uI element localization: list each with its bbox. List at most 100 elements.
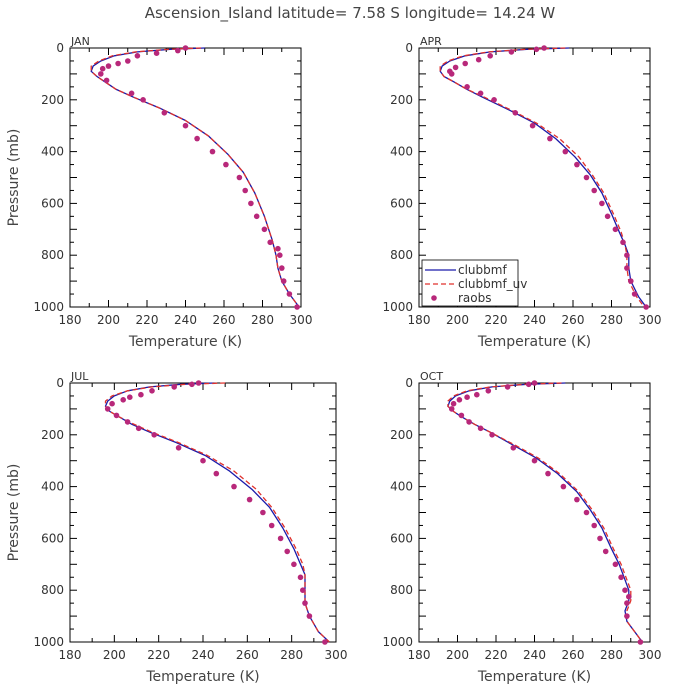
raobs-point xyxy=(127,394,133,401)
x-tick-label: 180 xyxy=(59,313,82,327)
x-tick-label: 260 xyxy=(562,313,585,327)
raobs-point xyxy=(450,400,457,407)
y-tick-label: 400 xyxy=(390,145,413,159)
y-tick-label: 600 xyxy=(390,196,413,210)
plot-frame xyxy=(418,382,651,643)
x-axis-label: Temperature (K) xyxy=(128,334,242,350)
y-tick-label: 0 xyxy=(56,376,64,390)
raobs-point xyxy=(294,304,300,310)
raobs-point xyxy=(583,174,590,181)
y-tick-label: 200 xyxy=(41,93,64,107)
raobs-point xyxy=(464,394,470,401)
y-tick-label: 200 xyxy=(390,93,413,107)
raobs-point xyxy=(128,90,135,97)
x-tick-label: 280 xyxy=(600,648,623,662)
raobs-point xyxy=(477,90,484,97)
raobs-point xyxy=(99,65,106,72)
raobs-point xyxy=(246,496,253,503)
legend-box xyxy=(421,259,519,307)
x-tick-label: 200 xyxy=(97,313,120,327)
raobs-point xyxy=(510,445,517,451)
raobs-point xyxy=(209,148,216,155)
plot-frame xyxy=(69,382,337,643)
series-clubbmf_uv-line xyxy=(90,47,300,308)
x-tick-label: 200 xyxy=(103,648,126,662)
y-tick-label: 0 xyxy=(405,41,413,55)
raobs-point xyxy=(487,53,494,59)
panel-apr: 180 200 220 240 260 280 300 0 200 400 600 800 1000 AP… xyxy=(382,35,661,350)
raobs-point xyxy=(491,97,497,103)
y-tick-label: 400 xyxy=(390,480,413,494)
raobs-point xyxy=(533,46,540,53)
raobs-point xyxy=(462,60,469,67)
raobs-point xyxy=(138,391,144,398)
raobs-point xyxy=(104,406,111,412)
y-tick-label: 600 xyxy=(390,531,413,545)
x-tick-label: 300 xyxy=(325,648,348,662)
raobs-point xyxy=(574,161,580,168)
raobs-point xyxy=(525,381,532,388)
raobs-point xyxy=(448,71,455,77)
raobs-point xyxy=(631,291,638,297)
raobs-point xyxy=(182,122,189,129)
raobs-point xyxy=(452,64,459,71)
y-tick-label: 0 xyxy=(56,41,64,55)
raobs-point xyxy=(529,122,536,129)
raobs-point xyxy=(541,45,547,51)
x-tick-label: 220 xyxy=(147,648,170,662)
series-raobs xyxy=(448,380,644,645)
y-tick-label: 200 xyxy=(390,428,413,442)
raobs-point xyxy=(297,574,304,581)
legend-label-clubbmf_uv: clubbmf_uv xyxy=(458,277,527,291)
legend-label-raobs: raobs xyxy=(458,291,492,305)
raobs-point xyxy=(213,470,220,477)
series-raobs xyxy=(104,380,328,645)
panels: 180 200 220 240 260 280 300 0 200 400 600 800 1000 JA… xyxy=(6,35,661,685)
raobs-point xyxy=(628,278,634,284)
legend-marker-raobs xyxy=(431,295,437,301)
x-axis-label: Temperature (K) xyxy=(477,669,591,685)
raobs-point xyxy=(475,56,482,63)
y-axis-label: Pressure (mb) xyxy=(6,129,22,227)
x-tick-label: 180 xyxy=(408,648,431,662)
raobs-point xyxy=(489,432,495,438)
raobs-point xyxy=(268,522,275,529)
raobs-point xyxy=(624,252,630,258)
x-tick-label: 240 xyxy=(174,313,197,327)
y-tick-label: 1000 xyxy=(33,635,64,649)
raobs-point xyxy=(200,457,206,464)
x-tick-label: 280 xyxy=(280,648,303,662)
x-tick-label: 220 xyxy=(485,648,508,662)
x-tick-label: 240 xyxy=(192,648,215,662)
raobs-point xyxy=(125,58,131,64)
raobs-point xyxy=(279,265,285,271)
x-tick-label: 300 xyxy=(639,313,662,327)
y-tick-label: 400 xyxy=(41,480,64,494)
panel-label: APR xyxy=(420,35,442,48)
raobs-point xyxy=(182,45,189,51)
panel-jul: 180 200 220 240 260 280 300 0 200 400 600 800 1000 JU… xyxy=(6,370,347,685)
x-axis-label: Temperature (K) xyxy=(145,669,259,685)
y-tick-label: 400 xyxy=(41,145,64,159)
y-tick-label: 600 xyxy=(41,531,64,545)
raobs-point xyxy=(604,213,611,220)
x-tick-label: 200 xyxy=(446,313,469,327)
raobs-point xyxy=(149,388,155,394)
y-tick-label: 600 xyxy=(41,196,64,210)
y-tick-label: 800 xyxy=(41,248,64,262)
raobs-point xyxy=(284,548,291,555)
raobs-point xyxy=(300,587,306,593)
series-raobs xyxy=(447,45,649,310)
figure-title: Ascension_Island latitude= 7.58 S longit… xyxy=(145,4,556,23)
raobs-point xyxy=(597,535,603,542)
raobs-point xyxy=(547,135,553,142)
raobs-point xyxy=(140,97,146,103)
y-axis-label: Pressure (mb) xyxy=(6,464,22,562)
x-tick-label: 240 xyxy=(523,313,546,327)
raobs-point xyxy=(448,406,455,412)
raobs-point xyxy=(171,384,177,390)
raobs-point xyxy=(599,200,605,207)
y-tick-label: 800 xyxy=(390,583,413,597)
x-tick-label: 260 xyxy=(562,648,585,662)
